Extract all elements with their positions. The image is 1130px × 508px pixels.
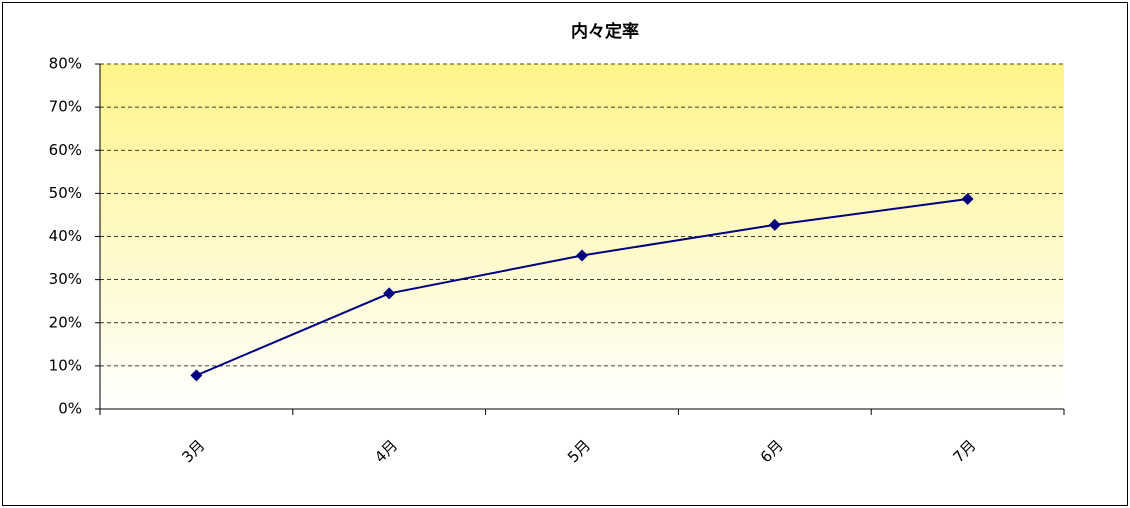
marker xyxy=(576,249,588,262)
y-tick-label: 20% xyxy=(49,313,82,331)
y-tick-label: 80% xyxy=(49,55,82,73)
marker xyxy=(768,218,781,231)
y-tick-label: 50% xyxy=(49,184,82,202)
marker xyxy=(190,369,203,382)
y-tick-label: 10% xyxy=(49,356,82,374)
marker xyxy=(383,287,396,300)
y-tick-label: 70% xyxy=(49,98,82,116)
y-tick-label: 40% xyxy=(49,227,82,245)
y-tick-label: 60% xyxy=(49,141,82,159)
y-tick-label: 0% xyxy=(58,400,82,418)
marker xyxy=(961,192,974,205)
y-tick-label: 30% xyxy=(49,270,82,288)
chart-title: 内々定率 xyxy=(571,21,639,42)
plot-area xyxy=(100,64,1064,409)
